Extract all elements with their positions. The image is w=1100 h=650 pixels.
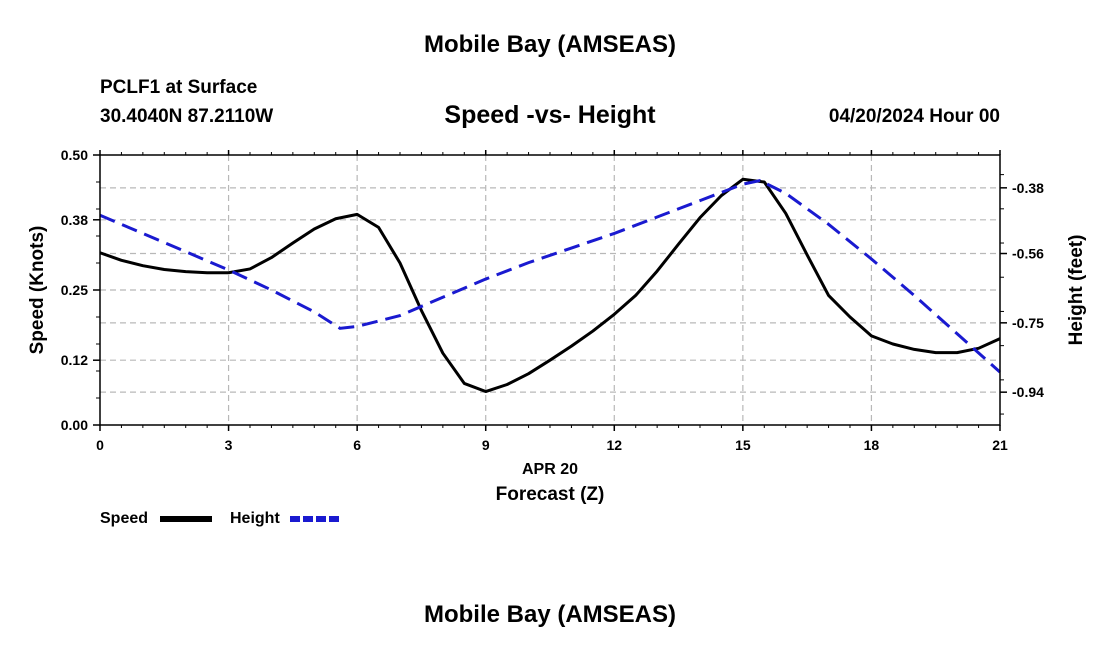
x-tick-label: 6: [353, 437, 361, 453]
y2-tick-label: -0.75: [1012, 315, 1044, 331]
y-tick-label: 0.12: [61, 352, 88, 368]
station-coordinates: 30.4040N 87.2110W: [100, 106, 274, 127]
y-tick-label: 0.25: [61, 282, 88, 298]
legend-height-label: Height: [230, 510, 280, 527]
x-tick-label: 3: [225, 437, 233, 453]
x-tick-label: 21: [992, 437, 1008, 453]
x-tick-label: 15: [735, 437, 751, 453]
legend-height-swatch: [290, 516, 342, 522]
y2-tick-label: -0.56: [1012, 246, 1044, 262]
y-axis-title: Speed (Knots): [27, 226, 48, 355]
y-tick-label: 0.00: [61, 417, 88, 433]
x-axis-title: Forecast (Z): [496, 484, 605, 505]
footer-title: Mobile Bay (AMSEAS): [423, 601, 677, 628]
y2-tick-label: -0.94: [1012, 384, 1044, 400]
forecast-datetime: 04/20/2024 Hour 00: [828, 106, 1000, 127]
y-tick-label: 0.38: [61, 212, 88, 228]
y2-axis-title: Height (feet): [1066, 235, 1087, 346]
x-tick-label: 18: [864, 437, 880, 453]
axis-ticks: 0 3 6 9 12 15 18 21 0.00 0.12 0.25 0.38 0.50 -0.38 -0.…: [61, 147, 1044, 453]
height-series-line: [99, 178, 1001, 374]
x-tick-label: 0: [96, 437, 104, 453]
chart-subtitle: Speed -vs- Height: [444, 101, 656, 129]
x-axis-date-label: APR 20: [522, 461, 578, 478]
station-label: PCLF1 at Surface: [100, 77, 258, 98]
x-tick-label: 12: [606, 437, 622, 453]
legend-speed-label: Speed: [100, 510, 149, 527]
speed-series-line: [99, 177, 1001, 394]
y2-tick-label: -0.38: [1012, 180, 1044, 196]
legend-speed-swatch: [160, 516, 212, 522]
y-tick-label: 0.50: [61, 147, 88, 163]
grid: [100, 155, 1000, 425]
chart-title: Mobile Bay (AMSEAS): [423, 31, 677, 58]
x-tick-label: 9: [482, 437, 490, 453]
series-lines: [99, 177, 1001, 394]
